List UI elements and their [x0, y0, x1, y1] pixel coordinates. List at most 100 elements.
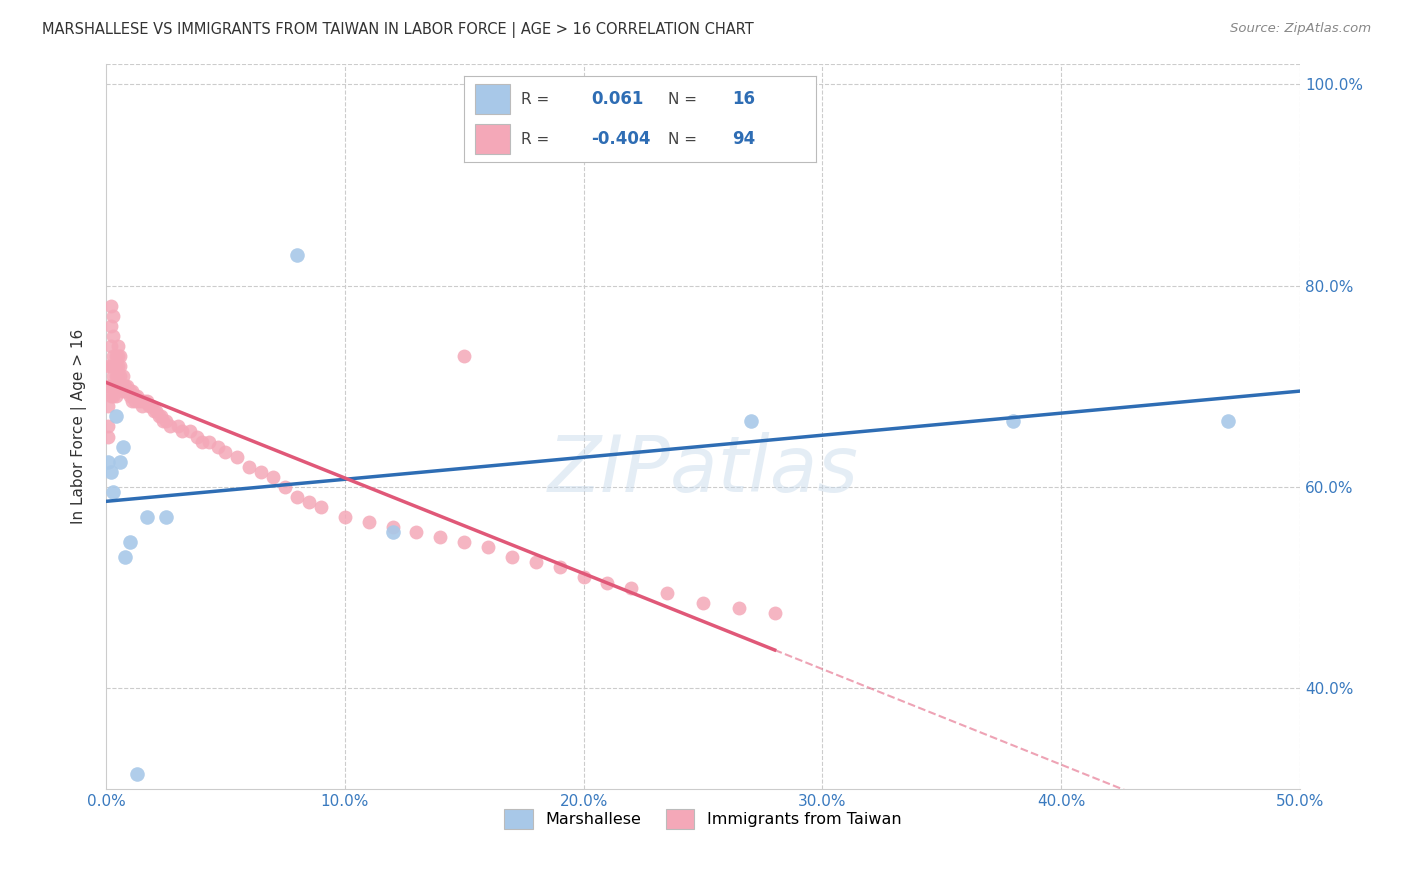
Point: [100, 318, 122, 333]
Point: [477, 541, 499, 555]
Point: [107, 369, 129, 384]
Point: [166, 419, 188, 434]
Point: [110, 455, 132, 469]
Point: [97, 419, 120, 434]
Point: [104, 349, 127, 363]
Point: [114, 379, 136, 393]
Point: [111, 384, 134, 399]
Point: [117, 384, 139, 399]
Point: [381, 520, 404, 534]
Point: [104, 359, 127, 373]
Point: [104, 369, 127, 384]
Point: [692, 596, 714, 610]
Point: [114, 550, 136, 565]
Point: [501, 550, 523, 565]
Point: [159, 419, 181, 434]
Point: [117, 379, 139, 393]
Point: [100, 359, 122, 373]
Point: [453, 535, 475, 549]
Point: [124, 394, 146, 409]
Y-axis label: In Labor Force | Age > 16: In Labor Force | Age > 16: [72, 329, 87, 524]
Point: [111, 369, 134, 384]
Text: ZIPatlas: ZIPatlas: [547, 432, 859, 508]
Point: [190, 434, 212, 449]
Point: [172, 425, 194, 439]
Point: [429, 530, 451, 544]
Point: [763, 606, 786, 620]
Point: [620, 581, 643, 595]
Point: [142, 404, 165, 418]
Point: [114, 384, 136, 399]
Point: [226, 450, 249, 464]
Point: [124, 389, 146, 403]
Point: [128, 394, 150, 409]
Point: [100, 299, 122, 313]
Point: [104, 409, 127, 424]
Point: [141, 400, 163, 414]
Point: [107, 379, 129, 393]
Point: [104, 379, 127, 393]
Point: [285, 248, 308, 262]
Point: [135, 394, 157, 409]
Point: [186, 429, 208, 443]
Point: [110, 349, 132, 363]
Point: [111, 440, 134, 454]
Point: [298, 495, 321, 509]
Point: [100, 465, 122, 479]
Point: [101, 379, 124, 393]
Point: [97, 359, 120, 373]
Point: [97, 429, 120, 443]
Point: [197, 434, 219, 449]
Point: [740, 414, 762, 428]
Point: [125, 389, 148, 403]
Point: [657, 585, 679, 599]
Point: [727, 600, 749, 615]
Text: MARSHALLESE VS IMMIGRANTS FROM TAIWAN IN LABOR FORCE | AGE > 16 CORRELATION CHAR: MARSHALLESE VS IMMIGRANTS FROM TAIWAN IN…: [42, 22, 754, 38]
Point: [155, 414, 177, 428]
Point: [1218, 414, 1240, 428]
Point: [101, 359, 124, 373]
Point: [152, 414, 174, 428]
Point: [285, 490, 308, 504]
Text: Source: ZipAtlas.com: Source: ZipAtlas.com: [1230, 22, 1371, 36]
Point: [524, 555, 547, 569]
Point: [134, 394, 156, 409]
Point: [111, 379, 134, 393]
Point: [107, 339, 129, 353]
Point: [97, 379, 120, 393]
Point: [572, 570, 595, 584]
Point: [262, 470, 284, 484]
Point: [110, 379, 132, 393]
Point: [110, 359, 132, 373]
Point: [179, 425, 201, 439]
Point: [121, 394, 143, 409]
Point: [118, 389, 141, 403]
Point: [381, 525, 404, 540]
Point: [118, 535, 141, 549]
Point: [118, 384, 141, 399]
Point: [596, 575, 619, 590]
Point: [1002, 414, 1025, 428]
Point: [333, 510, 356, 524]
Point: [100, 339, 122, 353]
Point: [104, 389, 127, 403]
Point: [121, 384, 143, 399]
Point: [548, 560, 571, 574]
Point: [453, 349, 475, 363]
Point: [155, 510, 177, 524]
Point: [110, 369, 132, 384]
Point: [250, 465, 273, 479]
Point: [101, 349, 124, 363]
Point: [101, 369, 124, 384]
Point: [274, 480, 297, 494]
Point: [97, 400, 120, 414]
Point: [100, 379, 122, 393]
Point: [100, 389, 122, 403]
Point: [101, 484, 124, 499]
Point: [101, 309, 124, 323]
Point: [148, 409, 170, 424]
Point: [125, 766, 148, 780]
Point: [214, 444, 236, 458]
Point: [357, 515, 380, 529]
Point: [101, 389, 124, 403]
